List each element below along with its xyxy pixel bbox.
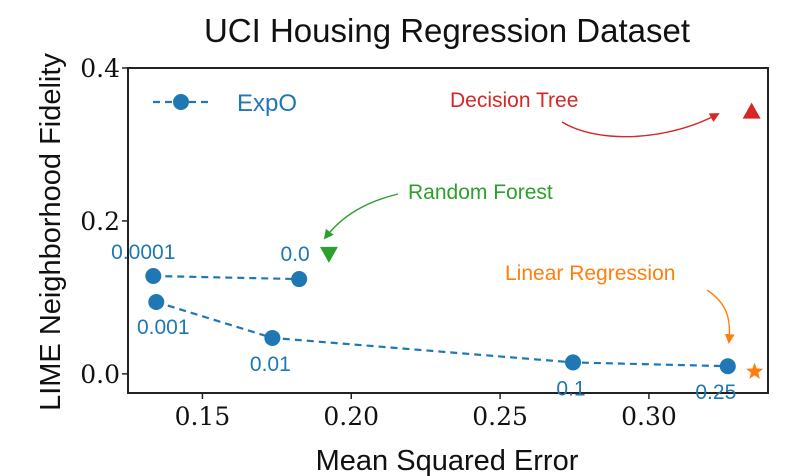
- expo-line: [155, 300, 728, 368]
- x-axis-label: Mean Squared Error: [316, 445, 579, 476]
- y-tick-label: 0.0: [80, 360, 120, 389]
- expo-point: [291, 271, 308, 288]
- y-tick-label: 0.2: [80, 207, 120, 236]
- x-tick-label: 0.15: [175, 402, 231, 431]
- expo-line: [153, 274, 300, 281]
- plot-frame: [127, 67, 769, 394]
- x-tick-label: 0.30: [621, 402, 677, 431]
- x-tick-label: 0.20: [323, 402, 379, 431]
- x-tick-label: 0.25: [472, 402, 528, 431]
- expo-point: [148, 294, 165, 310]
- linear-regression-arrow: [706, 289, 735, 344]
- y-axis-label: LIME Neighborhood Fidelity: [35, 53, 67, 411]
- expo-point-label: 0.001: [137, 316, 190, 339]
- expo-point-label: 0.1: [556, 377, 585, 400]
- random-forest-arrow: [323, 193, 399, 240]
- linear-regression-marker: [746, 362, 764, 379]
- plot-area: 0.15 0.20 0.25 0.30 0.0 0.2 0.4 0.0001 0.0 0.001 0…: [80, 54, 769, 431]
- linear-regression-label: Linear Regression: [505, 262, 675, 285]
- decision-tree-label: Decision Tree: [450, 89, 578, 112]
- expo-point: [264, 329, 281, 346]
- expo-point-label: 0.01: [250, 353, 291, 376]
- y-tick-label: 0.4: [80, 54, 120, 83]
- decision-tree-arrow: [561, 113, 720, 138]
- expo-point: [145, 268, 162, 284]
- chart-title: UCI Housing Regression Dataset: [204, 12, 690, 49]
- expo-point-label: 0.0001: [111, 241, 175, 264]
- expo-point-label: 0.25: [695, 381, 736, 404]
- legend-label: ExpO: [237, 90, 297, 117]
- expo-point: [565, 354, 582, 371]
- random-forest-label: Random Forest: [408, 181, 553, 204]
- random-forest-marker: [319, 246, 338, 263]
- expo-point: [719, 358, 736, 375]
- decision-tree-marker: [742, 102, 761, 119]
- legend-marker: [173, 94, 189, 110]
- expo-point-label: 0.0: [281, 243, 310, 266]
